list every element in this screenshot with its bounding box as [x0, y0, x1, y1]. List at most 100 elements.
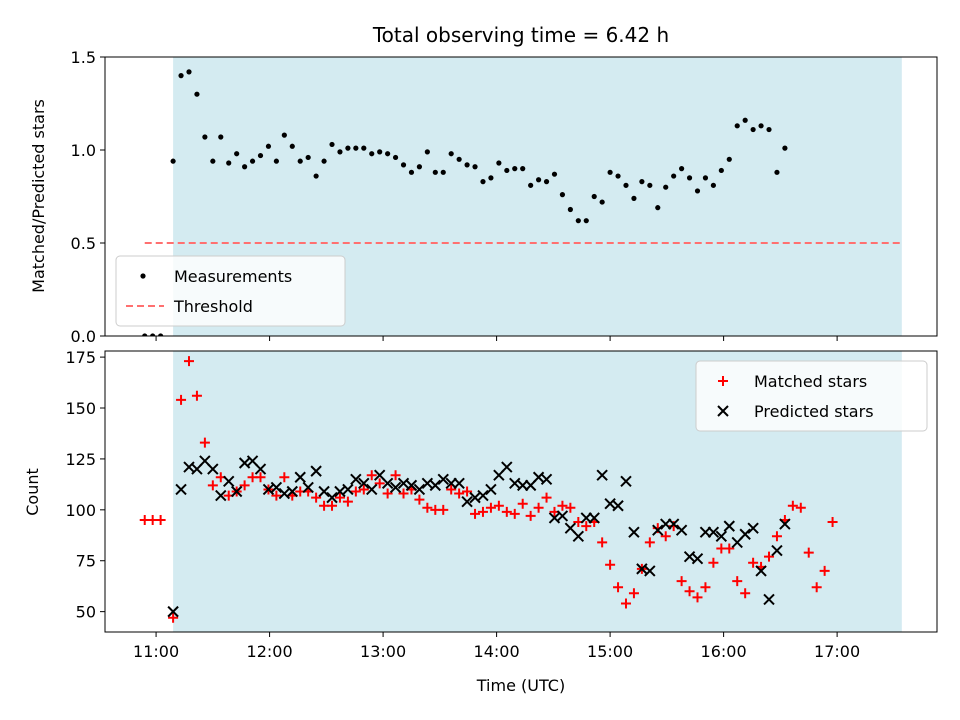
measurement-point — [249, 158, 256, 164]
matched-star-point — [628, 588, 639, 599]
measurement-point — [273, 158, 279, 164]
measurement-point — [694, 188, 701, 194]
matched-star-point — [271, 490, 282, 501]
x-tick-label: 14:00 — [474, 642, 520, 661]
measurement-point — [400, 162, 407, 168]
measurement-point — [158, 333, 164, 336]
matched-star-point — [155, 515, 166, 526]
predicted-star-point — [413, 483, 426, 496]
predicted-star-point — [175, 483, 187, 496]
x-tick-label: 11:00 — [133, 642, 179, 661]
matched-star-point — [485, 502, 496, 513]
measurement-point — [686, 175, 693, 181]
matched-star-point — [454, 488, 465, 499]
measurement-point — [623, 182, 629, 188]
predicted-star-point — [302, 481, 314, 494]
measurement-point — [305, 154, 311, 161]
predicted-star-point — [771, 544, 783, 557]
predicted-star-point — [358, 477, 370, 490]
measurement-point — [345, 145, 351, 151]
predicted-star-point — [310, 465, 322, 477]
matched-star-point — [176, 394, 187, 405]
matched-star-point — [740, 588, 751, 599]
matched-star-point — [517, 498, 528, 509]
matched-star-point — [724, 543, 735, 554]
measurement-point — [504, 167, 510, 174]
matched-star-point — [358, 484, 369, 495]
measurement-point — [464, 162, 470, 168]
measurement-point — [202, 134, 208, 140]
legend-label: Threshold — [173, 297, 253, 316]
measurement-point — [766, 126, 772, 133]
measurement-point — [337, 149, 343, 155]
matched-star-point — [748, 557, 759, 568]
matched-star-point — [470, 508, 481, 519]
chart-title: Total observing time = 6.42 h — [372, 23, 669, 47]
matched-star-point — [509, 508, 520, 519]
x-tick-label: 17:00 — [814, 642, 860, 661]
matched-star-point — [827, 517, 838, 528]
y-tick-label: 125 — [65, 450, 96, 469]
measurement-point — [742, 117, 748, 123]
legend: Measurements Threshold — [115, 255, 346, 327]
predicted-star-point — [747, 522, 759, 534]
matched-star-point — [422, 502, 433, 513]
predicted-star-point — [477, 489, 489, 502]
measurement-point — [655, 205, 661, 211]
predicted-star-point — [270, 481, 283, 494]
predicted-star-point — [572, 530, 585, 543]
measurement-point — [377, 149, 383, 155]
matched-star-point — [342, 496, 353, 507]
measurement-point — [353, 145, 359, 151]
measurement-point — [210, 158, 216, 164]
measurement-point — [170, 158, 176, 164]
matched-star-point — [764, 551, 775, 562]
measurement-point — [750, 126, 756, 133]
measurement-point — [782, 145, 788, 151]
measurement-point — [226, 160, 232, 166]
measurement-point — [567, 206, 573, 213]
matched-star-point — [605, 559, 616, 570]
predicted-star-point — [230, 485, 243, 498]
matched-star-point — [168, 612, 179, 623]
predicted-star-point — [652, 524, 664, 536]
measurement-point — [194, 91, 200, 97]
matched-star-point — [199, 437, 210, 448]
measurement-point — [528, 182, 534, 188]
legend-label: Measurements — [174, 267, 292, 286]
predicted-star-point — [437, 473, 449, 485]
predicted-star-point — [779, 518, 791, 530]
matched-star-point — [255, 472, 266, 483]
measurement-point — [385, 151, 391, 157]
predicted-star-point — [429, 479, 442, 492]
matched-star-point — [374, 478, 385, 489]
x-tick-label: 16:00 — [701, 642, 747, 661]
count-panel: 50 75 100 125 150 175 11:00 12:00 13:00 14:00 15:0… — [65, 348, 938, 661]
predicted-star-point — [612, 500, 624, 512]
predicted-star-point — [707, 526, 720, 538]
predicted-star-point — [540, 473, 553, 485]
predicted-star-point — [675, 524, 688, 536]
legend-label: Predicted stars — [754, 402, 874, 421]
predicted-star-point — [723, 520, 735, 532]
y-tick-label: 100 — [65, 501, 96, 520]
predicted-star-point — [366, 483, 378, 496]
matched-star-point — [462, 486, 473, 497]
matched-star-point — [795, 502, 806, 513]
y-tick-label: 1.5 — [71, 48, 96, 67]
y-tick-label: 0.0 — [71, 327, 96, 346]
y-tick-label: 150 — [65, 399, 96, 418]
measurement-point — [710, 182, 716, 188]
predicted-star-point — [286, 485, 298, 498]
measurement-point — [408, 169, 415, 175]
measurement-point — [234, 151, 240, 157]
x-tick-label: 12:00 — [247, 642, 293, 661]
matched-star-point — [334, 492, 345, 503]
matched-star-point — [501, 506, 512, 517]
matched-star-point — [557, 500, 568, 511]
matched-star-point — [183, 356, 194, 367]
matched-star-point — [414, 494, 425, 505]
predicted-star-point — [667, 518, 680, 530]
measurement-point — [488, 175, 494, 181]
